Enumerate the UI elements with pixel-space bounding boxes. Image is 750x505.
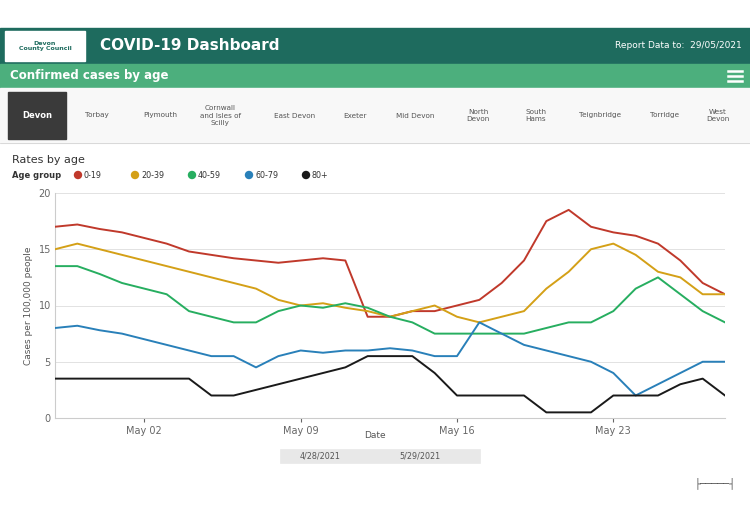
Text: Cornwall
and Isles of
Scilly: Cornwall and Isles of Scilly <box>200 106 241 126</box>
Text: Report Data to:  29/05/2021: Report Data to: 29/05/2021 <box>615 41 742 51</box>
Text: COVID-19 Dashboard: COVID-19 Dashboard <box>100 38 280 54</box>
Text: West
Devon: West Devon <box>706 109 730 122</box>
Circle shape <box>245 172 253 178</box>
Text: 5/29/2021: 5/29/2021 <box>400 451 440 461</box>
Text: 40-59: 40-59 <box>198 171 221 179</box>
Text: Teignbridge: Teignbridge <box>579 113 621 119</box>
Bar <box>8 92 66 139</box>
Bar <box>5 31 85 61</box>
Y-axis label: Cases per 100,000 people: Cases per 100,000 people <box>24 246 33 365</box>
Text: 0-19: 0-19 <box>84 171 102 179</box>
Text: 4/28/2021: 4/28/2021 <box>299 451 340 461</box>
Bar <box>0 28 750 64</box>
Text: 60-79: 60-79 <box>255 171 278 179</box>
Text: Rates by age: Rates by age <box>12 155 85 165</box>
Text: Date: Date <box>364 431 386 440</box>
Text: Exeter: Exeter <box>344 113 367 119</box>
Circle shape <box>302 172 310 178</box>
Text: North
Devon: North Devon <box>466 109 490 122</box>
Text: Age group: Age group <box>12 171 62 179</box>
Bar <box>0 88 750 143</box>
Bar <box>0 64 750 88</box>
Text: ├─────┤: ├─────┤ <box>694 477 736 489</box>
Bar <box>280 449 480 463</box>
Text: East Devon: East Devon <box>274 113 316 119</box>
Circle shape <box>74 172 82 178</box>
Text: Confirmed cases by age: Confirmed cases by age <box>10 70 169 82</box>
Text: Torbay: Torbay <box>85 113 109 119</box>
Text: Devon
County Council: Devon County Council <box>19 40 71 52</box>
Text: 80+: 80+ <box>312 171 328 179</box>
Text: Mid Devon: Mid Devon <box>396 113 434 119</box>
Text: Devon: Devon <box>22 111 52 120</box>
Circle shape <box>131 172 139 178</box>
Bar <box>0 143 750 505</box>
Circle shape <box>188 172 196 178</box>
Text: South
Hams: South Hams <box>526 109 547 122</box>
Text: Plymouth: Plymouth <box>143 113 177 119</box>
Text: Torridge: Torridge <box>650 113 680 119</box>
Text: 20-39: 20-39 <box>141 171 164 179</box>
